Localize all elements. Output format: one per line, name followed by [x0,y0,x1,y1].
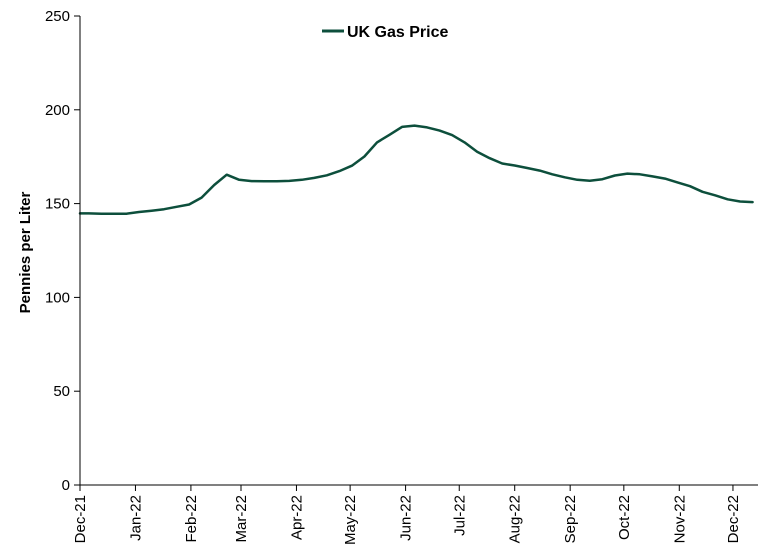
x-tick-label: Feb-22 [183,495,200,543]
x-tick-label: Apr-22 [288,495,305,540]
x-tick-label: Sep-22 [562,495,579,543]
x-tick-label: Nov-22 [671,495,688,543]
x-tick-label: Mar-22 [233,495,250,543]
series-layer [78,124,754,215]
x-tick-label: Dec-22 [725,495,742,543]
legend: UK Gas Price [322,24,448,41]
y-axis-ticks: 0 50 100 150 200 250 [45,8,80,494]
y-tick-label: 200 [45,102,70,119]
x-axis-ticks: Dec-21 Jan-22 Feb-22 Mar-22 Apr-22 May-22 Jun-… [72,485,742,545]
x-tick-label: May-22 [342,495,359,545]
series-line [78,124,754,215]
legend-label: UK Gas Price [347,24,448,41]
y-tick-label: 150 [45,196,70,213]
x-tick-label: Aug-22 [507,495,524,543]
y-tick-label: 0 [62,477,70,494]
y-axis-title: Pennies per Liter [17,191,34,313]
x-tick-label: Jun-22 [398,495,415,541]
x-tick-label: Jan-22 [127,495,144,541]
x-tick-label: Jul-22 [451,495,468,536]
x-tick-label: Dec-21 [72,495,89,543]
y-tick-label: 50 [53,383,70,400]
y-tick-label: 250 [45,8,70,25]
x-tick-label: Oct-22 [616,495,633,540]
y-tick-label: 100 [45,289,70,306]
